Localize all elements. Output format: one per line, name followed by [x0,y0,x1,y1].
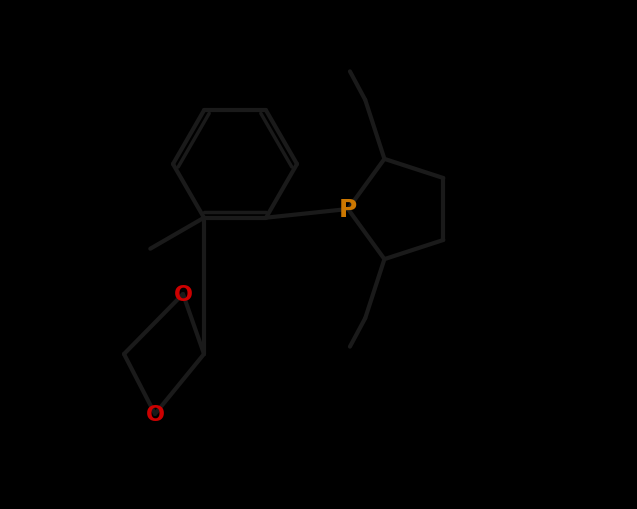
Text: O: O [145,404,164,424]
Text: P: P [339,197,357,221]
Text: O: O [173,285,192,304]
